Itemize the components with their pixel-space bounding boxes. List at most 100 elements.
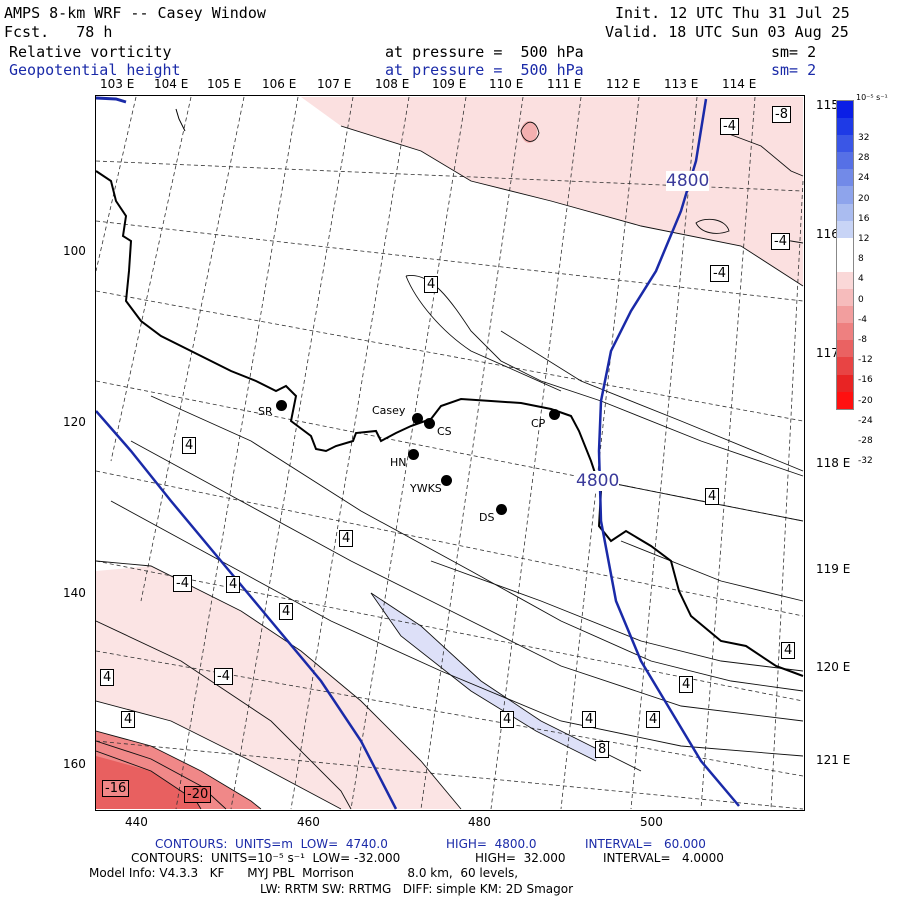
contour-label: 4 [781, 642, 796, 659]
lon-label: 109 E [432, 77, 467, 91]
station-label: CS [437, 425, 452, 438]
colorbar-tick-label: -8 [858, 335, 867, 345]
colorbar-segment [837, 101, 853, 119]
lon-label: 114 E [722, 77, 757, 91]
colorbar-segment [837, 323, 853, 341]
contour-label: 4 [226, 576, 241, 593]
station-marker [412, 413, 423, 424]
contour-label: -4 [173, 575, 192, 592]
geopotential-4800-contour [597, 98, 740, 807]
colorbar-tick-label: -20 [858, 395, 873, 406]
lon-label-right: 121 E [816, 753, 851, 767]
colorbar-unit: 10⁻⁵ s⁻¹ [856, 93, 888, 102]
footer-line1a: CONTOURS: UNITS=m LOW= 4740.0 [155, 837, 388, 851]
field1-name: Relative vorticity [9, 43, 172, 61]
colorbar-segment [837, 271, 853, 290]
lon-label: 104 E [154, 77, 189, 91]
footer-physics: LW: RRTM SW: RRTMG DIFF: simple KM: 2D S… [260, 882, 574, 896]
negative-vorticity-area [96, 566, 461, 809]
colorbar-tick-label: 28 [858, 153, 870, 164]
negative-vorticity-area [521, 121, 537, 143]
station-label: DS [479, 511, 495, 524]
y-tick-label: 100 [63, 244, 86, 258]
init-time: Init. 12 UTC Thu 31 Jul 25 [615, 4, 850, 22]
footer-line2b: HIGH= 32.000 [475, 851, 566, 865]
contour-label: -8 [772, 106, 791, 123]
contour-label: 4 [339, 530, 354, 547]
height-contour-label: 4800 [666, 171, 710, 191]
map-canvas [96, 96, 804, 810]
footer-line1b: HIGH= 4800.0 [446, 837, 537, 851]
contour-label: 4 [679, 676, 694, 693]
colorbar-segment [837, 374, 853, 392]
contour-label: -20 [184, 786, 212, 803]
colorbar-tick-label: -32 [858, 456, 873, 467]
station-marker [441, 475, 452, 486]
lon-label: 108 E [375, 77, 410, 91]
station-label: SR [258, 405, 273, 418]
colorbar [836, 100, 854, 410]
lon-label: 113 E [664, 77, 699, 91]
lon-label-right: 118 E [816, 456, 851, 470]
station-marker [424, 418, 435, 429]
colorbar-segment [837, 118, 853, 136]
field2-name: Geopotential height [9, 61, 181, 79]
colorbar-segment [837, 289, 853, 307]
contour-label: 4 [646, 711, 661, 728]
y-tick-label: 160 [63, 757, 86, 771]
footer-line2c: INTERVAL= 4.0000 [603, 851, 724, 865]
contour-label: 4 [279, 603, 294, 620]
contour-label: 4 [705, 488, 720, 505]
colorbar-segment [837, 152, 853, 170]
lon-label: 106 E [262, 77, 297, 91]
lon-label: 105 E [207, 77, 242, 91]
contour-label: -4 [214, 668, 233, 685]
chart-title: AMPS 8-km WRF -- Casey Window [4, 4, 266, 22]
colorbar-segment [837, 203, 853, 221]
colorbar-tick-label: -12 [858, 355, 873, 366]
x-tick-label: 500 [640, 815, 663, 829]
lon-label: 111 E [547, 77, 582, 91]
footer-line2a: CONTOURS: UNITS=10⁻⁵ s⁻¹ LOW= -32.000 [131, 851, 401, 865]
station-marker [549, 409, 560, 420]
colorbar-segment [837, 186, 853, 204]
station-label: CP [531, 417, 546, 430]
field2-level: at pressure = 500 hPa [385, 61, 584, 79]
lon-label-right: 120 E [816, 660, 851, 674]
contour-label: 4 [500, 711, 515, 728]
colorbar-segment [837, 220, 853, 238]
colorbar-tick-label: 8 [858, 254, 864, 265]
contour-label: -4 [720, 118, 739, 135]
positive-vorticity-area [371, 593, 601, 761]
coastline [175, 108, 186, 132]
colorbar-segment [837, 306, 853, 324]
colorbar-tick-label: 32 [858, 133, 870, 143]
lon-label: 107 E [317, 77, 352, 91]
coastline [96, 96, 127, 104]
negative-vorticity-area [301, 97, 803, 286]
colorbar-segment [837, 135, 853, 153]
station-label: YWKS [410, 482, 442, 495]
valid-time: Valid. 18 UTC Sun 03 Aug 25 [605, 23, 849, 41]
colorbar-tick-label: -28 [858, 436, 873, 446]
footer-line1c: INTERVAL= 60.000 [585, 837, 706, 851]
contour-label: -4 [710, 265, 729, 282]
lon-label: 103 E [100, 77, 135, 91]
colorbar-tick-label: 20 [858, 193, 870, 204]
contour-label: 4 [182, 437, 197, 454]
colorbar-segment [837, 357, 853, 375]
y-tick-label: 140 [63, 586, 86, 600]
forecast-hour: Fcst. 78 h [4, 23, 113, 41]
lon-label-right: 119 E [816, 562, 851, 576]
x-tick-label: 460 [297, 815, 320, 829]
station-marker [496, 504, 507, 515]
contour-label: 8 [595, 741, 610, 758]
station-marker [276, 400, 287, 411]
colorbar-segment [837, 237, 853, 255]
colorbar-tick-label: -4 [858, 314, 867, 325]
colorbar-tick-label: 16 [858, 213, 870, 224]
field1-level: at pressure = 500 hPa [385, 43, 584, 61]
contour-label: 4 [100, 669, 115, 686]
station-label: HN [390, 456, 407, 469]
field1-smoothing: sm= 2 [771, 43, 817, 61]
